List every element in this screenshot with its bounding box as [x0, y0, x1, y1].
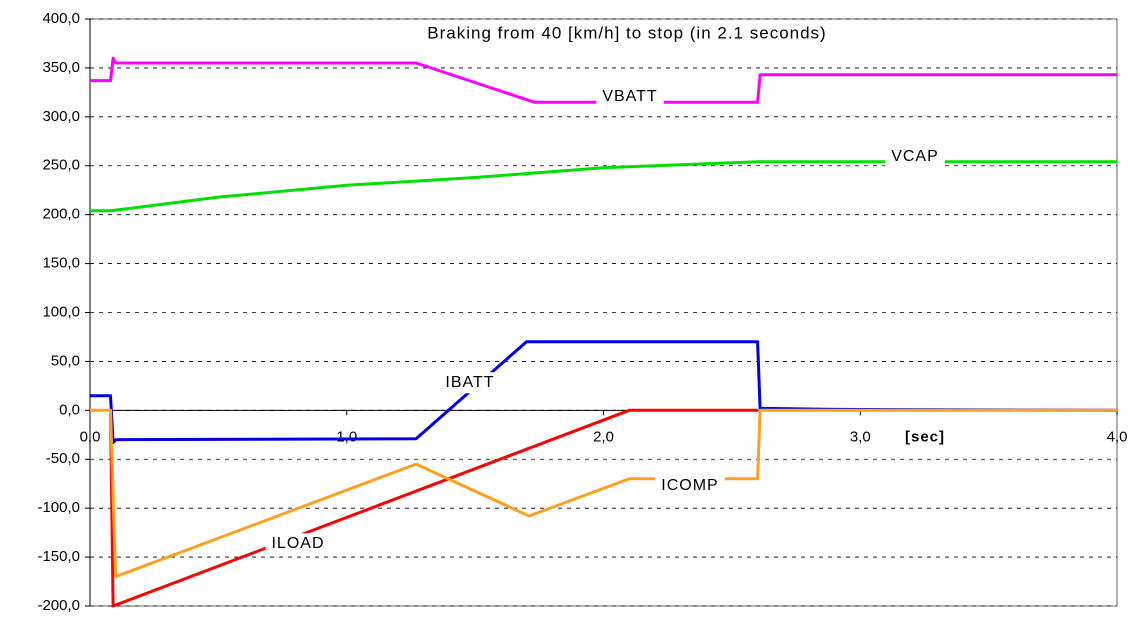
- y-tick-label: 400,0: [42, 10, 80, 27]
- x-tick-label: 2,0: [593, 428, 614, 445]
- x-tick-label: 1,0: [336, 428, 357, 445]
- series-label: VCAP: [891, 148, 939, 165]
- x-tick-label: 0,0: [80, 428, 101, 445]
- series-line: [90, 408, 1117, 579]
- y-tick-label: 350,0: [42, 59, 80, 76]
- y-tick-label: 0,0: [59, 401, 80, 418]
- x-axis-label: [sec]: [905, 428, 945, 445]
- series-label: ILOAD: [271, 535, 324, 552]
- x-tick-label: 4,0: [1107, 428, 1128, 445]
- series-line: [90, 56, 1117, 104]
- series-label-bg: [596, 86, 664, 108]
- y-tick-label: -200,0: [37, 597, 80, 614]
- y-tick-label: 150,0: [42, 255, 80, 272]
- series-label: VBATT: [602, 88, 657, 105]
- series-label-bg: [265, 533, 331, 555]
- chart-title: Braking from 40 [km/h] to stop (in 2.1 s…: [427, 23, 826, 42]
- series-line: [109, 408, 758, 608]
- y-tick-label: -50,0: [46, 450, 80, 467]
- y-tick-label: 300,0: [42, 108, 80, 125]
- series-label-bg: [655, 475, 725, 497]
- series-line: [90, 160, 1117, 213]
- series-label: IBATT: [445, 374, 494, 391]
- x-tick-label: 3,0: [850, 428, 871, 445]
- y-tick-label: -100,0: [37, 499, 80, 516]
- y-tick-label: 250,0: [42, 157, 80, 174]
- series-label-bg: [439, 372, 501, 394]
- y-tick-label: 100,0: [42, 303, 80, 320]
- series-label: ICOMP: [661, 477, 718, 494]
- y-tick-label: 50,0: [51, 352, 80, 369]
- series-label-bg: [885, 146, 945, 168]
- y-tick-label: -150,0: [37, 548, 80, 565]
- y-tick-label: 200,0: [42, 206, 80, 223]
